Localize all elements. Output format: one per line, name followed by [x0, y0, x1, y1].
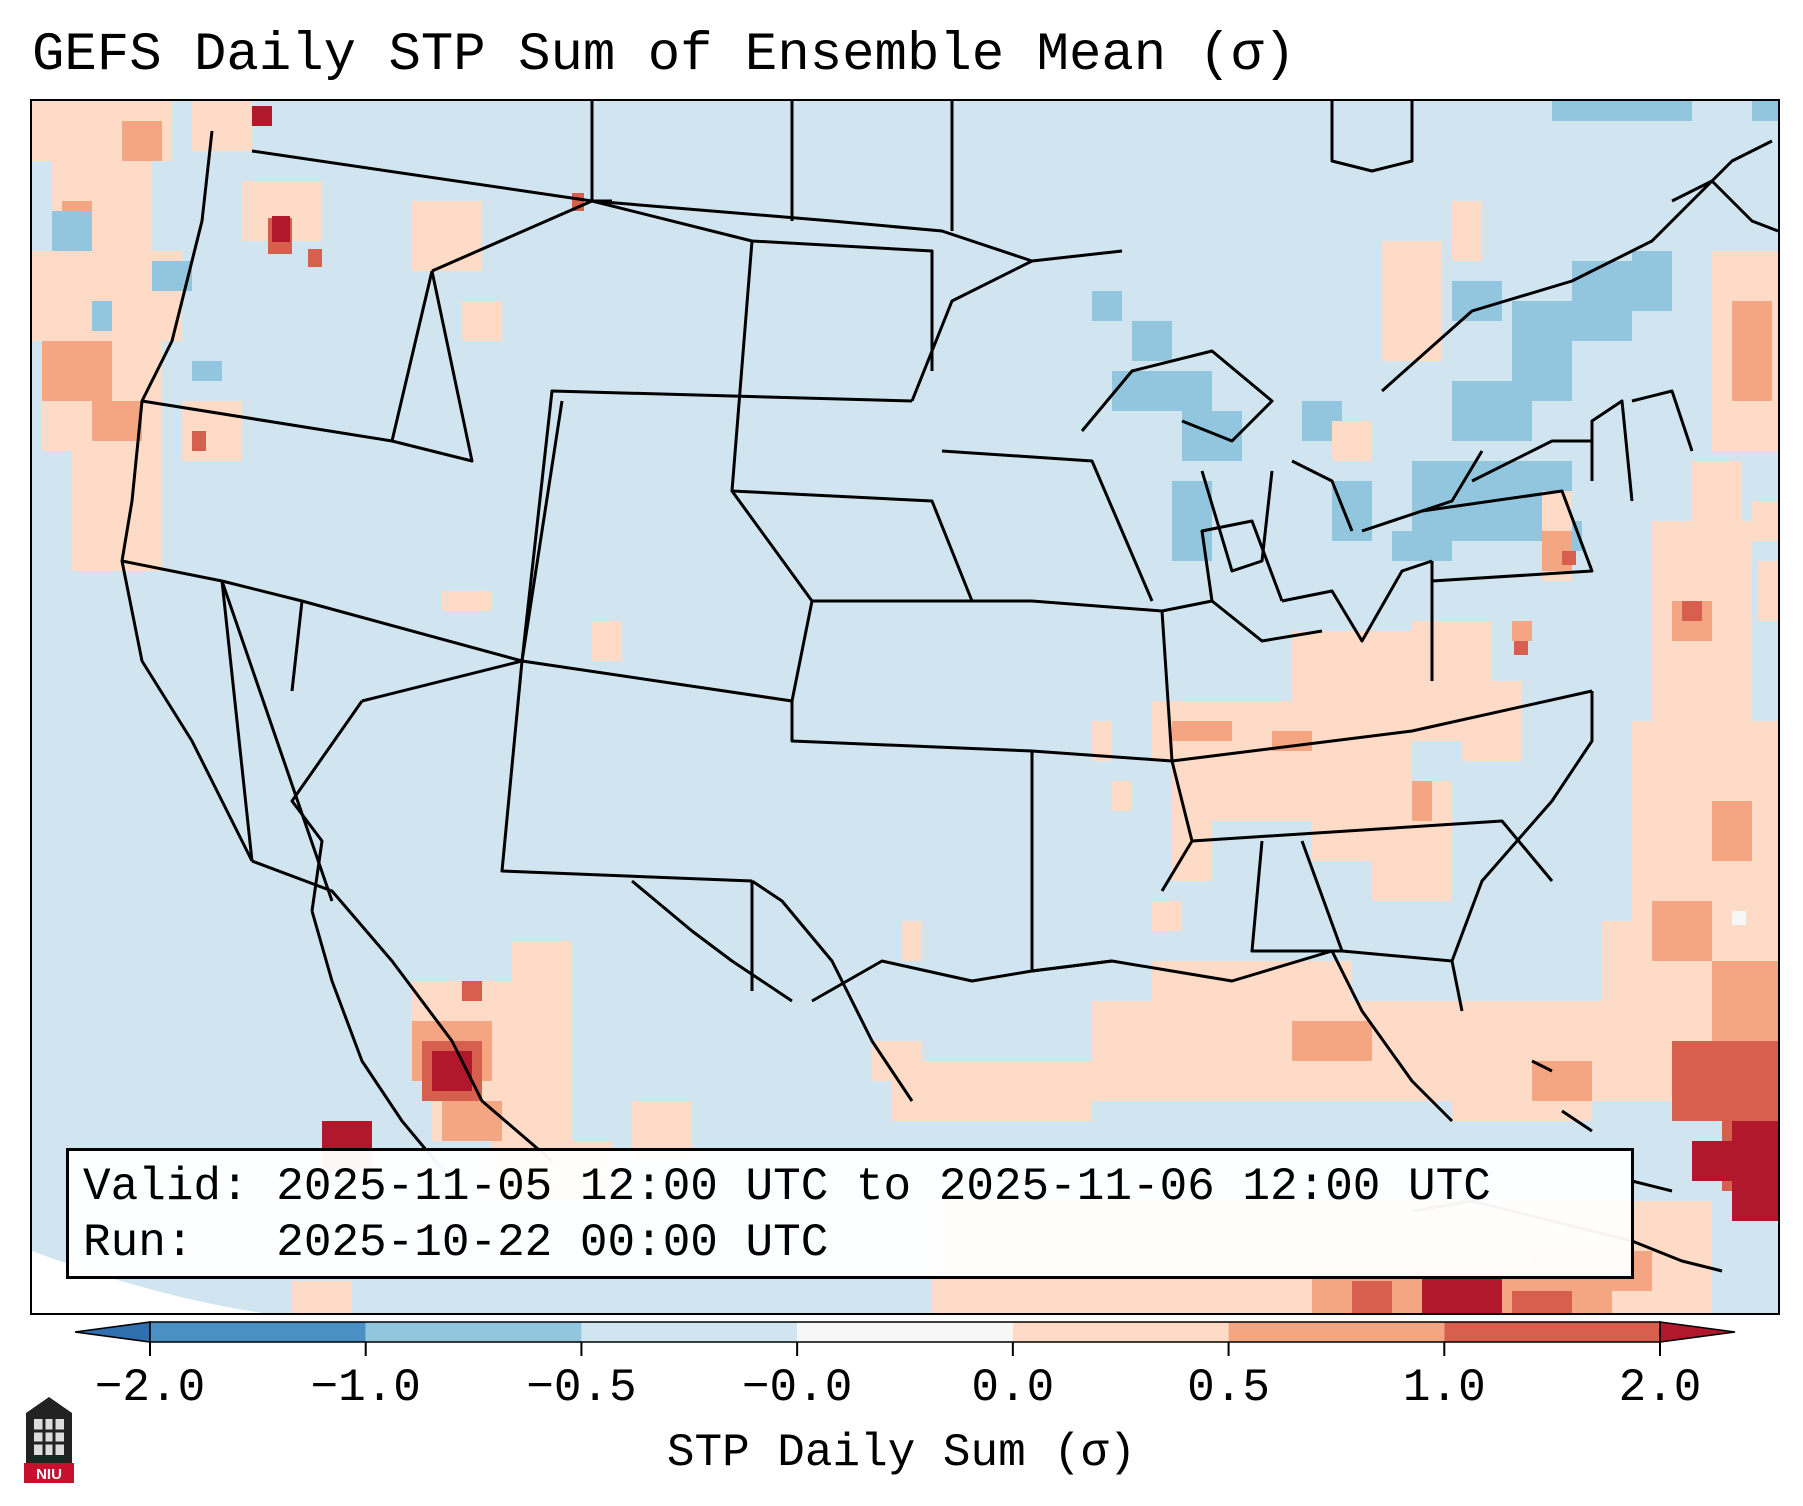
- colorbar-extend-low: [74, 1321, 151, 1343]
- colorbar-bin: [365, 1322, 582, 1342]
- colorbar-bin: [1228, 1322, 1445, 1342]
- run-line: Run: 2025-10-22 00:00 UTC: [83, 1217, 829, 1269]
- valid-run-info: Valid: 2025-11-05 12:00 UTC to 2025-11-0…: [66, 1148, 1634, 1279]
- colorbar-tick-label: 1.0: [1402, 1362, 1486, 1414]
- stp-map[interactable]: [30, 99, 1780, 1315]
- colorbar-tick-label: −2.0: [94, 1362, 206, 1414]
- valid-line: Valid: 2025-11-05 12:00 UTC to 2025-11-0…: [83, 1161, 1491, 1213]
- colorbar-label: STP Daily Sum (σ): [666, 1427, 1137, 1479]
- colorbar-tick-label: −0.0: [741, 1362, 853, 1414]
- colorbar-tick-label: 2.0: [1618, 1362, 1702, 1414]
- niu-logo: NIU: [24, 1397, 74, 1483]
- colorbar-bin: [797, 1322, 1013, 1342]
- projection-edge: [32, 1251, 262, 1313]
- colorbar-tick-label: −0.5: [526, 1362, 637, 1414]
- state-boundaries: [120, 101, 1778, 1273]
- map-title: GEFS Daily STP Sum of Ensemble Mean (σ): [32, 25, 1296, 86]
- colorbar-bin: [1444, 1322, 1660, 1342]
- svg-text:NIU: NIU: [36, 1466, 62, 1483]
- colorbar-bin: [150, 1322, 366, 1342]
- colorbar: [74, 1321, 1736, 1356]
- colorbar-tick-label: 0.5: [1187, 1362, 1270, 1414]
- colorbar-tick-label: 0.0: [971, 1362, 1055, 1414]
- colorbar-extend-high: [1659, 1321, 1736, 1343]
- province-boundaries: [590, 101, 954, 231]
- colorbar-bin: [581, 1322, 798, 1342]
- colorbar-bin: [1012, 1322, 1229, 1342]
- colorbar-tick-label: −1.0: [310, 1362, 421, 1414]
